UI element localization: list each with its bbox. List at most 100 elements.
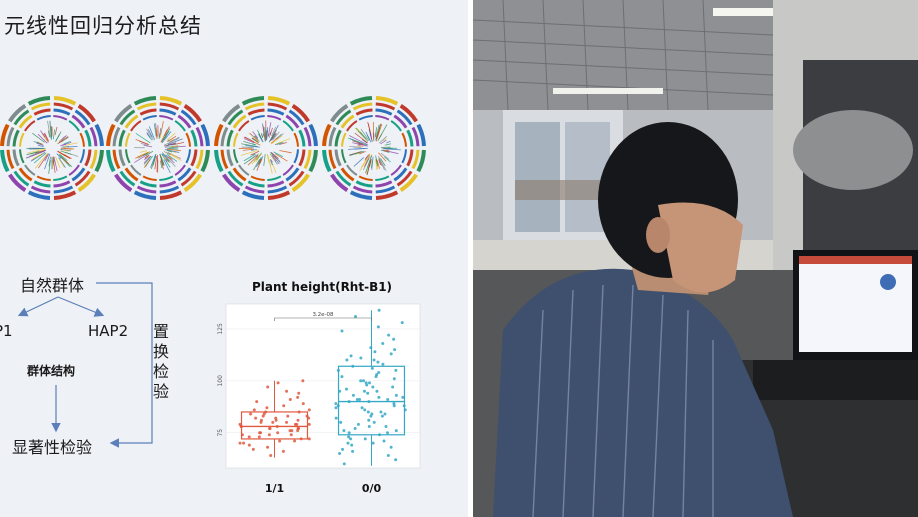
- circos-segment: [341, 149, 347, 164]
- circos-segment: [399, 104, 418, 123]
- circos-segment: [241, 190, 265, 200]
- circos-segment: [36, 115, 51, 121]
- circos-segment: [298, 129, 306, 147]
- data-point: [275, 424, 279, 428]
- circos-plot: [0, 96, 104, 200]
- data-point: [252, 408, 256, 412]
- circos-link: [375, 158, 378, 165]
- circos-link: [270, 159, 273, 163]
- circos-link: [32, 132, 45, 143]
- circos-link: [165, 154, 175, 164]
- circos-segment: [195, 126, 204, 147]
- circos-segment: [411, 126, 420, 147]
- circos-plot: [214, 96, 318, 200]
- data-point: [400, 321, 404, 325]
- circos-segment: [227, 170, 244, 187]
- data-point: [296, 418, 300, 422]
- data-point: [403, 408, 407, 412]
- circos-link: [372, 122, 375, 142]
- circos-link: [147, 129, 153, 138]
- circos-segment: [285, 167, 300, 182]
- circos-plot: [322, 96, 426, 200]
- circos-link: [58, 157, 66, 168]
- circos-segment: [139, 180, 157, 188]
- data-point: [392, 402, 396, 406]
- circos-segment: [406, 149, 414, 167]
- circos-segment: [84, 149, 92, 167]
- circos-segment: [130, 120, 142, 132]
- circos-link: [357, 145, 364, 147]
- circos-segment: [267, 115, 282, 121]
- data-point: [359, 379, 363, 383]
- circos-segment: [358, 115, 373, 121]
- flow-population: 自然群体: [20, 276, 85, 295]
- circos-link: [270, 154, 276, 161]
- circos-segment: [118, 129, 126, 147]
- circos-link: [241, 143, 258, 147]
- circos-segment: [77, 104, 96, 123]
- circos-segment: [244, 102, 265, 111]
- data-point: [402, 404, 406, 408]
- circos-segment: [6, 126, 15, 147]
- circos-link: [29, 147, 45, 150]
- circos-segment: [291, 173, 310, 192]
- circos-link: [167, 135, 177, 143]
- data-point: [381, 341, 385, 345]
- circos-link: [380, 158, 386, 167]
- circos-link: [384, 143, 392, 146]
- data-point: [267, 433, 271, 437]
- circos-segment: [142, 115, 157, 121]
- circos-link: [378, 152, 387, 162]
- circos-segment: [220, 126, 229, 147]
- circos-segment: [288, 170, 305, 187]
- circos-link: [271, 133, 277, 141]
- circos-segment: [190, 129, 198, 147]
- data-point: [373, 350, 377, 354]
- circos-link: [380, 139, 387, 145]
- circos-segment: [53, 102, 74, 111]
- circos-link: [146, 128, 154, 141]
- data-point: [378, 433, 382, 437]
- circos-segment: [159, 108, 177, 116]
- data-point: [285, 420, 289, 424]
- data-point: [362, 379, 366, 383]
- data-point: [290, 429, 294, 433]
- circos-segment: [159, 185, 180, 194]
- circos-link: [378, 160, 381, 165]
- circos-link: [143, 159, 151, 168]
- circos-link: [36, 141, 43, 145]
- circos-link: [169, 138, 175, 142]
- circos-segment: [71, 114, 86, 129]
- data-point: [355, 397, 359, 401]
- circos-segment: [341, 132, 347, 147]
- circos-link: [53, 156, 58, 172]
- circos-segment: [183, 104, 202, 123]
- circos-segment: [393, 114, 408, 129]
- data-point: [307, 416, 311, 420]
- data-point: [276, 381, 280, 385]
- data-point: [301, 402, 305, 406]
- circos-link: [269, 132, 271, 135]
- circos-link: [165, 136, 167, 139]
- significance-label: 3.2e-08: [312, 312, 334, 318]
- circos-link: [62, 135, 67, 140]
- circos-link: [240, 149, 259, 156]
- circos-segment: [185, 149, 191, 164]
- data-point: [383, 412, 387, 416]
- circos-segment: [136, 185, 157, 194]
- arrow-to-hap1: [17, 296, 59, 317]
- circos-link: [254, 135, 258, 140]
- circos-link: [245, 145, 260, 148]
- circos-link: [150, 154, 156, 168]
- circos-segment: [375, 96, 399, 106]
- circos-link: [268, 124, 279, 143]
- circos-link: [349, 146, 361, 148]
- data-point: [347, 400, 351, 404]
- circos-segment: [68, 120, 80, 132]
- data-point: [249, 412, 253, 416]
- circos-segment: [12, 129, 20, 147]
- data-point: [376, 360, 380, 364]
- circos-link: [56, 153, 62, 159]
- data-point: [393, 348, 397, 352]
- circos-link: [248, 132, 260, 143]
